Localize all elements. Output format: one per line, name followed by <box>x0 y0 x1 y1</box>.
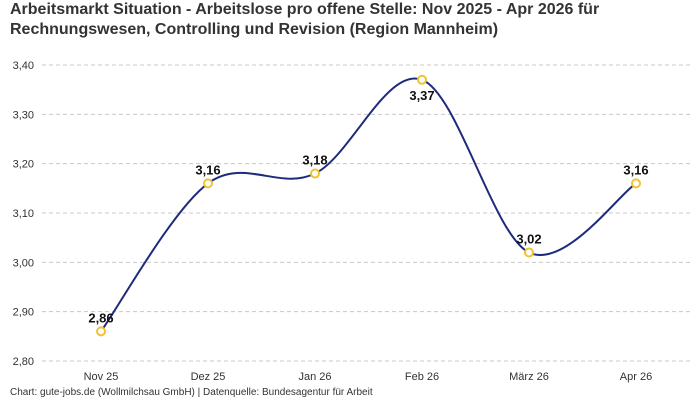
data-point <box>310 168 320 179</box>
x-tick-label: Feb 26 <box>405 371 439 383</box>
chart-title: Arbeitsmarkt Situation - Arbeitslose pro… <box>10 1 600 38</box>
y-tick-label: 3,10 <box>13 208 34 220</box>
data-point <box>524 247 534 258</box>
x-tick-label: Jan 26 <box>298 371 331 383</box>
x-tick-label: März 26 <box>509 371 549 383</box>
x-tick-label: Dez 25 <box>191 371 226 383</box>
x-tick-label: Nov 25 <box>84 371 119 383</box>
data-label: 3,02 <box>516 231 541 246</box>
series-line <box>100 77 637 332</box>
data-point <box>417 74 427 85</box>
y-tick-label: 2,80 <box>13 356 34 368</box>
data-label: 3,16 <box>623 162 648 177</box>
x-axis: Nov 25 Dez 25 Jan 26 Feb 26 März 26 Apr 26 <box>84 371 653 383</box>
y-tick-label: 3,20 <box>13 159 34 171</box>
y-tick-label: 3,00 <box>13 257 34 269</box>
y-tick-label: 2,90 <box>13 307 34 319</box>
data-point <box>203 178 213 189</box>
data-label: 3,37 <box>409 88 434 103</box>
y-tick-label: 3,30 <box>13 109 34 121</box>
y-tick-label: 3,40 <box>13 60 34 72</box>
chart-source: Chart: gute-jobs.de (Wollmilchsau GmbH) … <box>10 387 373 398</box>
data-markers <box>96 74 641 337</box>
data-label: 3,18 <box>302 153 327 168</box>
y-axis: 2,80 2,90 3,00 3,10 3,20 3,30 3,40 <box>13 60 34 368</box>
grid-lines <box>42 64 690 362</box>
data-label: 3,16 <box>195 162 220 177</box>
data-point <box>631 178 641 189</box>
data-labels: 2,86 3,16 3,18 3,37 3,02 3,16 <box>88 88 648 326</box>
data-label: 2,86 <box>88 310 113 325</box>
x-tick-label: Apr 26 <box>620 371 652 383</box>
data-point <box>96 326 106 337</box>
